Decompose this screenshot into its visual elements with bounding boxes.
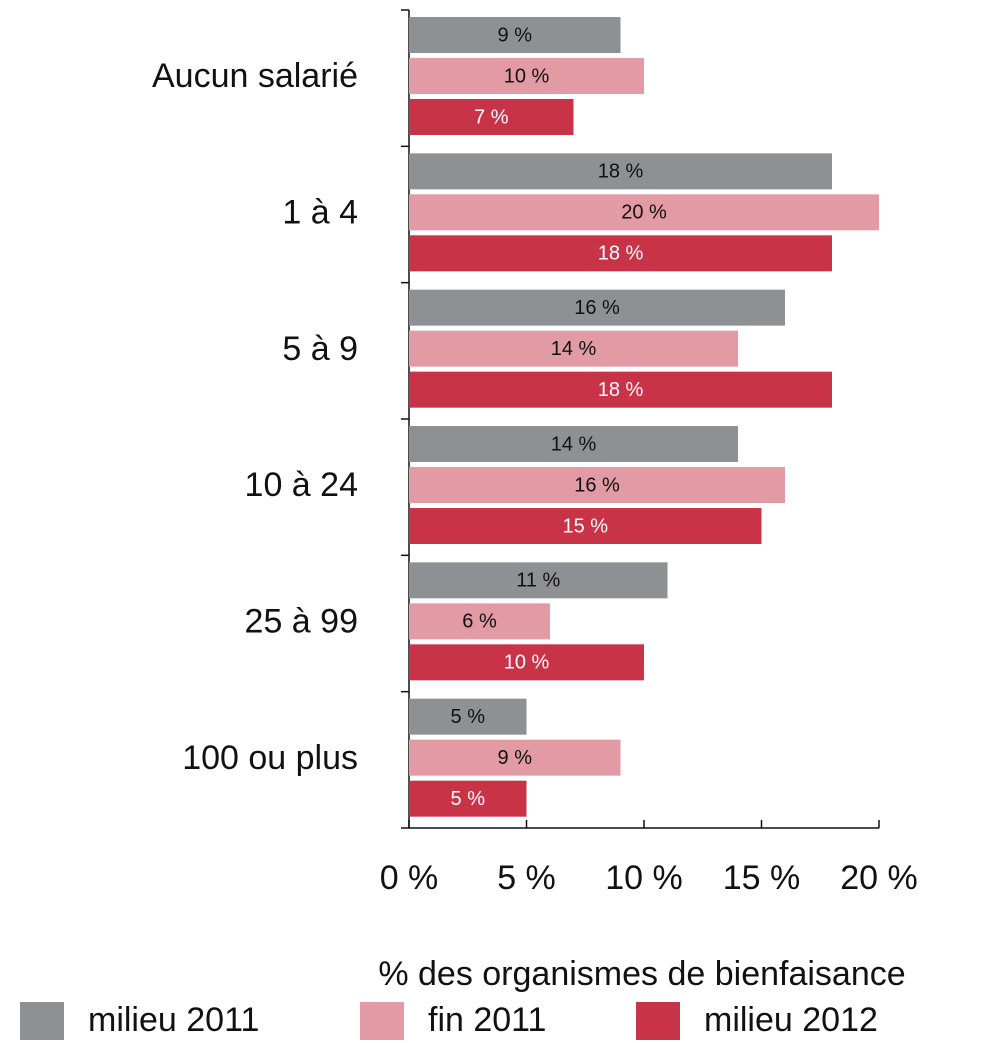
x-tick-label: 15 % — [723, 859, 801, 897]
value-label: 18 % — [598, 243, 644, 265]
value-label: 14 % — [551, 433, 597, 455]
bar — [409, 562, 668, 599]
legend-swatch — [360, 1002, 404, 1040]
bar — [409, 780, 527, 817]
bar — [409, 644, 644, 681]
legend-label: milieu 2012 — [704, 1001, 878, 1039]
x-tick-label: 0 % — [380, 859, 439, 897]
bar — [409, 194, 879, 231]
value-label: 5 % — [451, 788, 486, 810]
category-label: 100 ou plus — [182, 739, 358, 777]
bar — [409, 289, 785, 326]
category-label: 10 à 24 — [245, 466, 358, 504]
category-label: Aucun salarié — [152, 57, 358, 95]
category-label: 5 à 9 — [282, 330, 358, 368]
value-label: 20 % — [621, 202, 667, 224]
bar — [409, 330, 738, 367]
value-label: 15 % — [562, 515, 608, 537]
legend-label: fin 2011 — [428, 1001, 546, 1039]
value-label: 10 % — [504, 65, 550, 87]
value-label: 18 % — [598, 379, 644, 401]
bar — [409, 698, 527, 735]
x-tick-label: 20 % — [840, 859, 918, 897]
legend-swatch — [636, 1002, 680, 1040]
category-label: 25 à 99 — [245, 602, 358, 640]
legend-label: milieu 2011 — [88, 1001, 259, 1039]
value-label: 18 % — [598, 161, 644, 183]
bar — [409, 99, 574, 135]
value-label: 16 % — [574, 474, 620, 496]
x-tick-label: 10 % — [605, 859, 683, 897]
bar — [409, 467, 785, 503]
value-label: 9 % — [498, 747, 533, 769]
value-label: 5 % — [451, 706, 486, 728]
x-tick-label: 5 % — [497, 859, 556, 897]
bar — [409, 603, 550, 640]
bar — [409, 426, 738, 462]
bar — [409, 739, 621, 776]
bar — [409, 508, 762, 544]
value-label: 7 % — [474, 106, 509, 128]
category-label: 1 à 4 — [282, 193, 358, 231]
bar — [409, 153, 832, 190]
bar — [409, 371, 832, 408]
value-label: 14 % — [551, 338, 597, 360]
x-axis-title: % des organismes de bienfaisance — [378, 955, 905, 993]
bar — [409, 17, 621, 53]
legend-swatch — [20, 1002, 64, 1040]
bar — [409, 58, 644, 94]
value-label: 6 % — [462, 611, 497, 633]
value-label: 11 % — [516, 570, 560, 592]
value-label: 10 % — [504, 652, 550, 674]
value-label: 16 % — [574, 297, 620, 319]
value-label: 9 % — [498, 24, 533, 46]
bar — [409, 235, 832, 272]
